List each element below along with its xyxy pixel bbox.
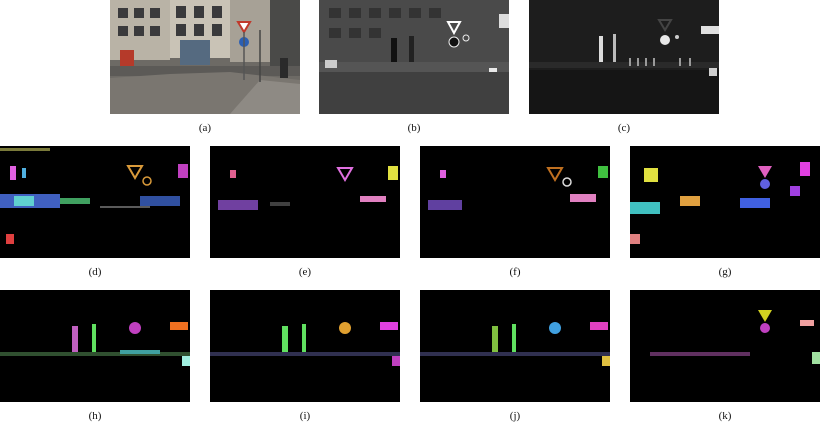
panel-g-segmentation	[630, 146, 820, 258]
panel-b-grayscale	[319, 0, 509, 114]
caption-i: (i)	[299, 410, 311, 422]
panel-i-segmentation	[210, 290, 400, 402]
caption-b: (b)	[407, 122, 421, 134]
segmentation-map-h	[0, 322, 190, 366]
street-photo	[110, 0, 300, 114]
caption-k: (k)	[718, 410, 732, 422]
segmentation-map-e	[218, 166, 398, 210]
panel-h-segmentation	[0, 290, 190, 402]
caption-d: (d)	[88, 266, 102, 278]
caption-e: (e)	[298, 266, 312, 278]
caption-c: (c)	[617, 122, 631, 134]
caption-f: (f)	[509, 266, 521, 278]
panel-d-segmentation	[0, 146, 190, 258]
panel-j-segmentation	[420, 290, 610, 402]
segmentation-map-d	[0, 148, 188, 244]
caption-g: (g)	[718, 266, 732, 278]
panel-k-segmentation	[630, 290, 820, 402]
panel-a-street-photo	[110, 0, 300, 114]
panel-c-dark-grayscale	[529, 0, 719, 114]
segmentation-map-g	[630, 162, 810, 244]
caption-a: (a)	[198, 122, 212, 134]
segmentation-map-f	[428, 166, 608, 210]
dark-grayscale-image	[529, 0, 719, 114]
panel-f-segmentation	[420, 146, 610, 258]
caption-j: (j)	[509, 410, 521, 422]
caption-h: (h)	[88, 410, 102, 422]
segmentation-map-j	[420, 322, 610, 366]
panel-e-segmentation	[210, 146, 400, 258]
segmentation-map-i	[210, 322, 400, 366]
segmentation-map-k	[650, 310, 820, 364]
grayscale-image	[319, 0, 509, 114]
